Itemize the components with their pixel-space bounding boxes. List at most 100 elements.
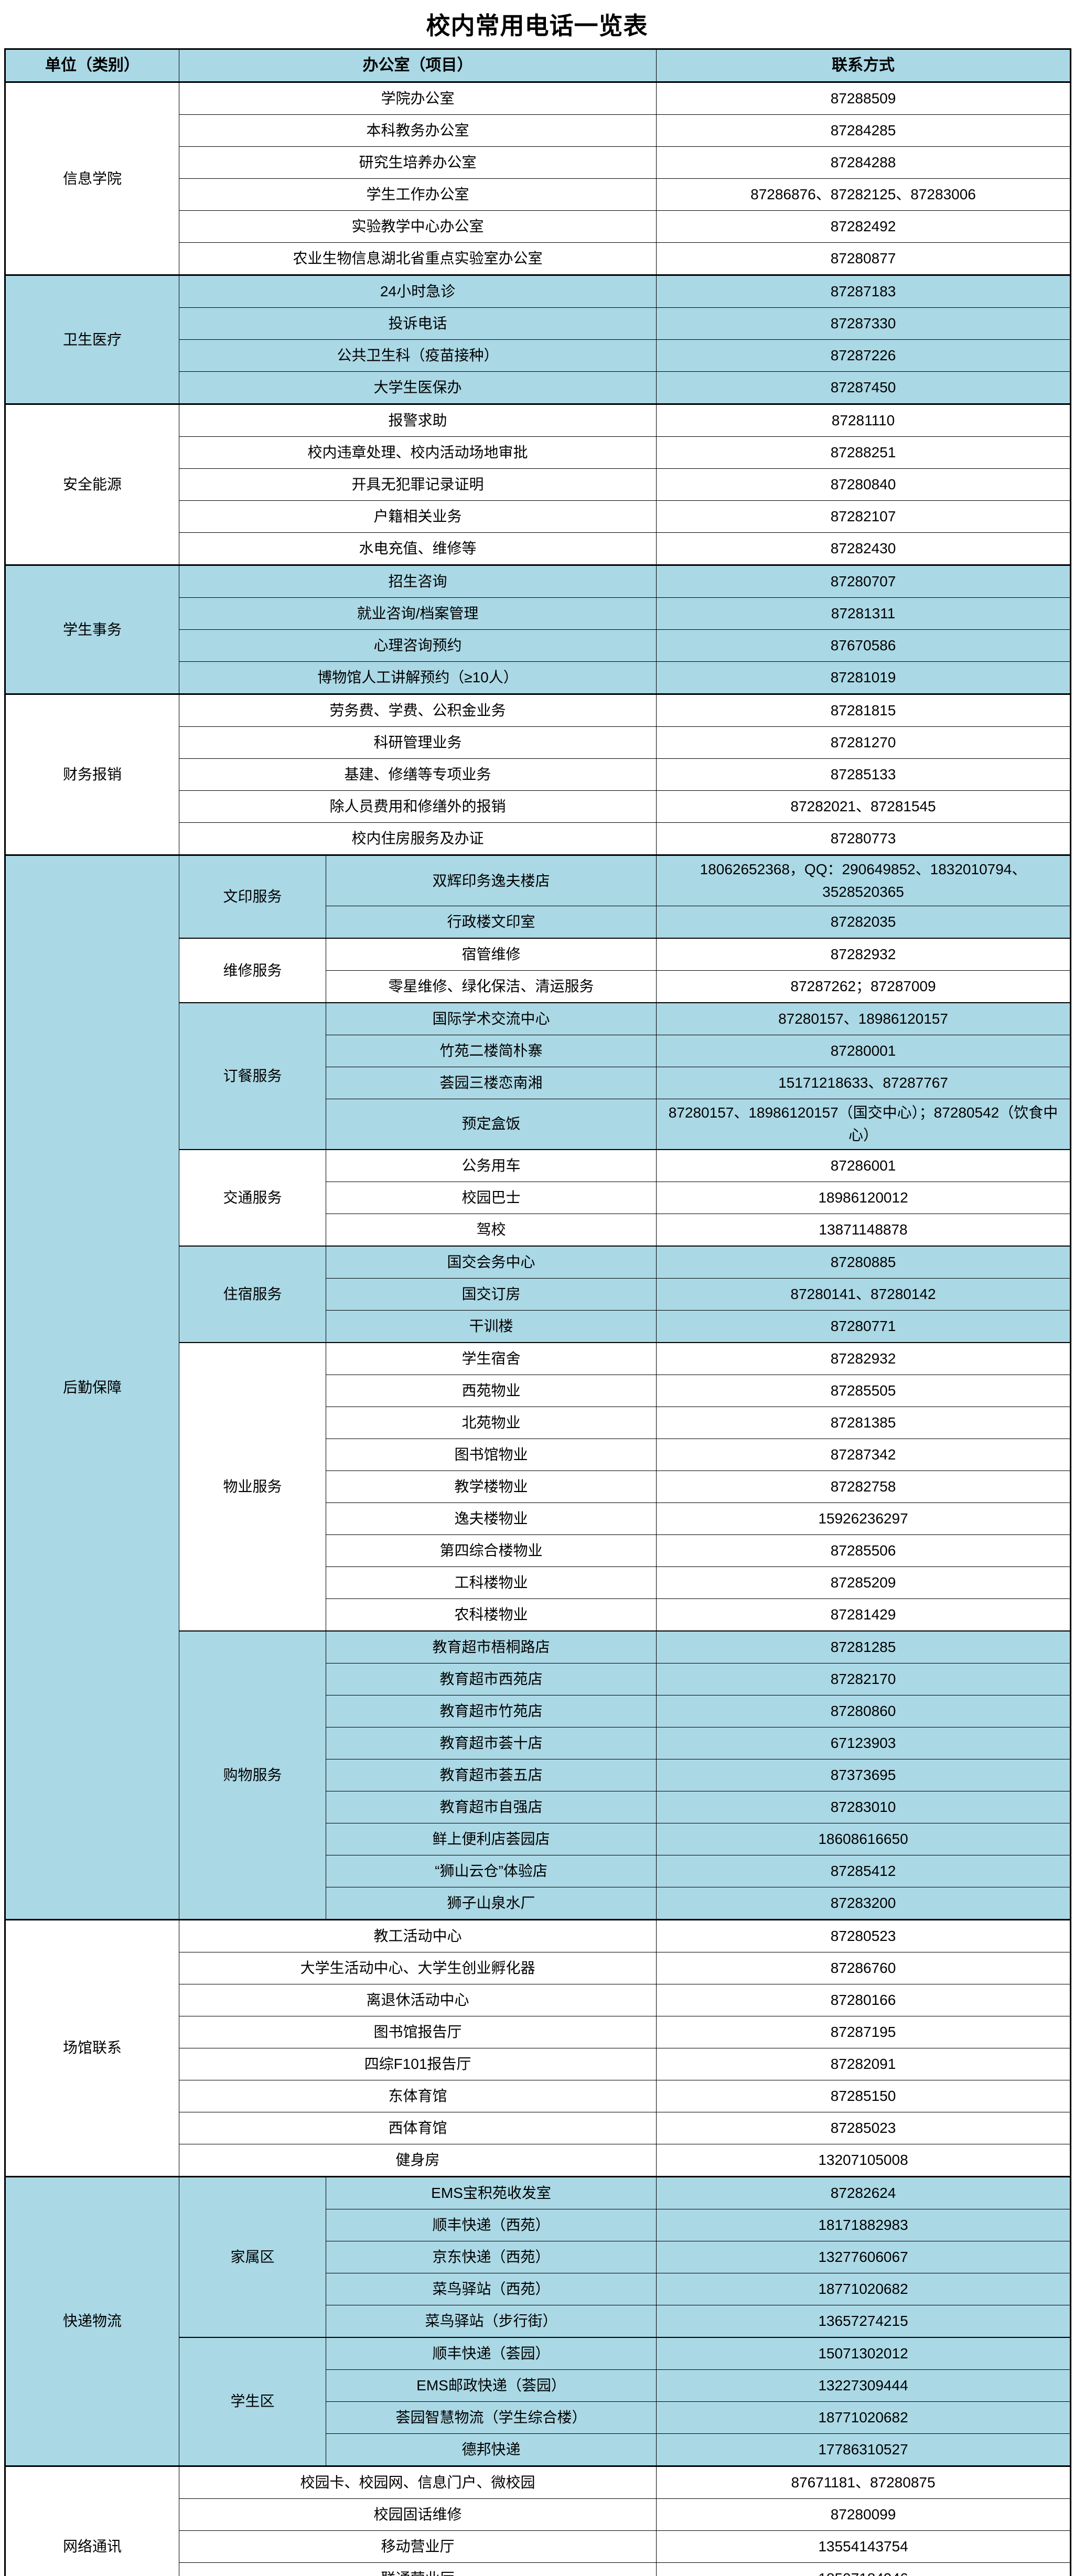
contact-cell: 87283010 xyxy=(656,1790,1071,1823)
table-row: 鲜上便利店荟园店 18608616650 xyxy=(5,1822,1071,1855)
contact-cell: 87288509 xyxy=(656,81,1071,115)
subcategory-cell: 文印服务 xyxy=(179,854,326,939)
office-cell: 京东快递（西苑） xyxy=(326,2240,657,2273)
contact-cell: 87282091 xyxy=(656,2047,1071,2080)
table-row: 西体育馆 87285023 xyxy=(5,2111,1071,2144)
office-cell: 逸夫楼物业 xyxy=(326,1502,657,1535)
office-cell: 荟园三楼恋南湘 xyxy=(326,1066,657,1099)
contact-cell: 87285023 xyxy=(656,2111,1071,2144)
subcategory-cell: 购物服务 xyxy=(179,1630,326,1920)
contact-cell: 87281311 xyxy=(656,597,1071,630)
contact-cell: 87671181、87280875 xyxy=(656,2465,1071,2499)
contact-cell: 87287330 xyxy=(656,307,1071,340)
office-cell: 荟园智慧物流（学生综合楼） xyxy=(326,2401,657,2434)
table-row: 学生区 顺丰快递（荟园） 15071302012 xyxy=(5,2336,1071,2466)
contact-cell: 87282021、87281545 xyxy=(656,790,1071,823)
table-row: 交通服务 公务用车 87286001 xyxy=(5,1149,1071,1247)
office-cell: 德邦快递 xyxy=(326,2433,657,2466)
contact-cell: 87280141、87280142 xyxy=(656,1278,1071,1311)
office-cell: 图书馆报告厅 xyxy=(179,2015,657,2048)
office-cell: 西体育馆 xyxy=(179,2111,657,2144)
office-cell: 干训楼 xyxy=(326,1310,657,1343)
office-cell: 学生工作办公室 xyxy=(179,178,657,211)
contact-cell: 87280885 xyxy=(656,1245,1071,1279)
contact-cell: 87285412 xyxy=(656,1854,1071,1887)
office-cell: 教育超市荟十店 xyxy=(326,1726,657,1759)
office-cell: 研究生培养办公室 xyxy=(179,146,657,179)
table-row: 物业服务 学生宿舍 87282932 xyxy=(5,1341,1071,1632)
contact-cell: 87287262；87287009 xyxy=(656,970,1071,1003)
office-cell: EMS邮政快递（荟园） xyxy=(326,2369,657,2402)
office-cell: 移动营业厅 xyxy=(179,2530,657,2563)
contact-cell: 87280773 xyxy=(656,822,1071,855)
category-cell: 卫生医疗 xyxy=(5,274,179,404)
office-cell: 招生咨询 xyxy=(179,564,657,598)
contact-cell: 18507184946 xyxy=(656,2562,1071,2576)
office-cell: 竹苑二楼简朴寨 xyxy=(326,1034,657,1067)
contact-cell: 87285506 xyxy=(656,1534,1071,1567)
office-cell: 菜鸟驿站（西苑） xyxy=(326,2272,657,2305)
contact-cell: 13871148878 xyxy=(656,1213,1071,1247)
contact-cell: 87282758 xyxy=(656,1470,1071,1503)
contact-cell: 87285133 xyxy=(656,758,1071,791)
contact-cell: 15171218633、87287767 xyxy=(656,1066,1071,1099)
office-cell: 校内违章处理、校内活动场地审批 xyxy=(179,436,657,469)
table-row: 网络通讯 校园卡、校园网、信息门户、微校园 87671181、87280875 xyxy=(5,2465,1071,2576)
contact-cell: 13277606067 xyxy=(656,2240,1071,2273)
office-cell: 图书馆物业 xyxy=(326,1438,657,1471)
contact-cell: 87282430 xyxy=(656,532,1071,565)
table-row: 预定盒饭 87280157、18986120157（国交中心）；87280542（… xyxy=(5,1098,1071,1150)
table-row: 户籍相关业务 87282107 xyxy=(5,500,1071,533)
contact-cell: 87280523 xyxy=(656,1918,1071,1952)
table-row: 信息学院 学院办公室 87288509 xyxy=(5,81,1071,275)
contact-cell: 18608616650 xyxy=(656,1822,1071,1855)
table-row: 荟园智慧物流（学生综合楼） 18771020682 xyxy=(5,2401,1071,2434)
contact-cell: 87286876、87282125、87283006 xyxy=(656,178,1071,211)
office-cell: 国交订房 xyxy=(326,1278,657,1311)
table-row: 校内住房服务及办证 87280773 xyxy=(5,822,1071,855)
office-cell: 行政楼文印室 xyxy=(326,905,657,939)
table-row: 大学生医保办 87287450 xyxy=(5,371,1071,404)
office-cell: 户籍相关业务 xyxy=(179,500,657,533)
office-cell: 双辉印务逸夫楼店 xyxy=(326,854,657,906)
contact-cell: 87280877 xyxy=(656,242,1071,275)
contact-cell: 13227309444 xyxy=(656,2369,1071,2402)
table-body: 信息学院 学院办公室 87288509 本科教务办公室 87284285 研究生培养办公室… xyxy=(5,81,1071,2576)
office-cell: 博物馆人工讲解预约（≥10人） xyxy=(179,661,657,694)
table-row: 北苑物业 87281385 xyxy=(5,1406,1071,1439)
table-row: 德邦快递 17786310527 xyxy=(5,2433,1071,2466)
office-cell: 教工活动中心 xyxy=(179,1918,657,1952)
office-cell: 零星维修、绿化保洁、清运服务 xyxy=(326,970,657,1003)
contact-cell: 87283200 xyxy=(656,1886,1071,1920)
table-row: 工科楼物业 87285209 xyxy=(5,1566,1071,1599)
table-row: 离退休活动中心 87280166 xyxy=(5,1983,1071,2016)
contact-cell: 13554143754 xyxy=(656,2530,1071,2563)
table-row: 国交订房 87280141、87280142 xyxy=(5,1278,1071,1311)
office-cell: 投诉电话 xyxy=(179,307,657,340)
office-cell: 农科楼物业 xyxy=(326,1598,657,1632)
contact-cell: 87282492 xyxy=(656,210,1071,243)
office-cell: 24小时急诊 xyxy=(179,274,657,308)
table-row: 购物服务 教育超市梧桐路店 87281285 xyxy=(5,1630,1071,1920)
table-row: 京东快递（西苑） 13277606067 xyxy=(5,2240,1071,2273)
office-cell: 大学生活动中心、大学生创业孵化器 xyxy=(179,1951,657,1984)
contact-cell: 87280771 xyxy=(656,1310,1071,1343)
office-cell: 基建、修缮等专项业务 xyxy=(179,758,657,791)
contact-cell: 87281019 xyxy=(656,661,1071,694)
contact-cell: 87282932 xyxy=(656,937,1071,971)
office-cell: 狮子山泉水厂 xyxy=(326,1886,657,1920)
office-cell: 开具无犯罪记录证明 xyxy=(179,468,657,501)
table-row: 农业生物信息湖北省重点实验室办公室 87280877 xyxy=(5,242,1071,275)
office-cell: 西苑物业 xyxy=(326,1374,657,1407)
office-cell: 东体育馆 xyxy=(179,2079,657,2112)
table-row: 移动营业厅 13554143754 xyxy=(5,2530,1071,2563)
office-cell: 实验教学中心办公室 xyxy=(179,210,657,243)
contact-cell: 15071302012 xyxy=(656,2336,1071,2370)
contact-cell: 87280157、18986120157 xyxy=(656,1002,1071,1035)
subcategory-cell: 家属区 xyxy=(179,2175,326,2338)
table-row: 顺丰快递（西苑） 18171882983 xyxy=(5,2208,1071,2241)
contact-cell: 87280860 xyxy=(656,1694,1071,1727)
table-row: 维修服务 宿管维修 87282932 xyxy=(5,937,1071,1003)
subcategory-cell: 物业服务 xyxy=(179,1341,326,1632)
office-cell: 校内住房服务及办证 xyxy=(179,822,657,855)
